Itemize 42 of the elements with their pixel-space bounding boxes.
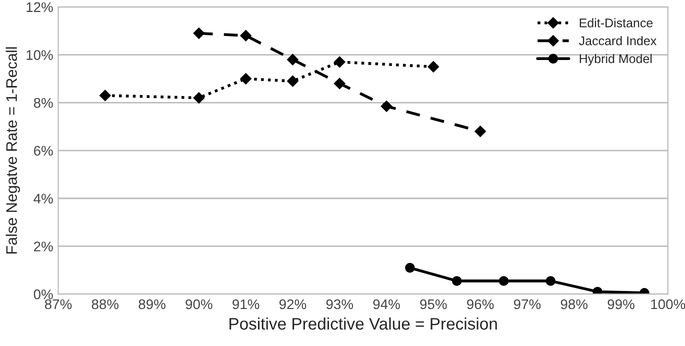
x-tick-label: 98% (560, 299, 588, 310)
point (334, 78, 346, 90)
point (99, 90, 112, 102)
point (546, 276, 556, 286)
x-tick-label: 88% (92, 299, 119, 310)
point (193, 92, 205, 104)
y-tick-label: 2% (34, 242, 53, 252)
point (240, 72, 252, 85)
point (286, 54, 299, 66)
x-tick-label: 100% (651, 299, 685, 310)
x-tick-label: 99% (608, 299, 634, 310)
x-tick-label: 87% (44, 299, 72, 310)
x-tick-label: 97% (514, 299, 541, 310)
y-axis-title: False Negatve Rate = 1-Recall (6, 47, 20, 254)
x-tick-label: 93% (326, 299, 354, 310)
y-tick-label: 0% (34, 289, 53, 300)
point (474, 125, 486, 138)
y-tick-label: 12% (26, 2, 53, 12)
x-tick-label: 91% (232, 299, 260, 310)
x-tick-label: 92% (279, 299, 306, 310)
point (380, 100, 392, 112)
legend-label: Hybrid Model (580, 54, 652, 66)
x-tick-label: 95% (420, 299, 447, 310)
x-tick-label: 94% (373, 299, 400, 310)
legend-label: Edit-Distance (580, 18, 653, 28)
y-tick-label: 6% (34, 146, 53, 156)
point (286, 75, 299, 87)
y-tick-label: 8% (34, 98, 53, 108)
y-tick-label: 4% (34, 194, 53, 204)
legend-label: Jaccard Index (579, 36, 656, 46)
point (498, 276, 509, 286)
x-axis-title: Positive Predictive Value = Precision (230, 317, 497, 330)
x-tick-label: 96% (467, 299, 494, 310)
x-tick-label: 89% (138, 299, 166, 310)
point (405, 262, 415, 273)
point (452, 276, 462, 286)
point (193, 27, 205, 40)
point (240, 30, 252, 42)
x-tick-label: 90% (186, 299, 212, 310)
y-tick-label: 10% (26, 50, 53, 60)
point (334, 56, 346, 68)
point (428, 60, 440, 73)
